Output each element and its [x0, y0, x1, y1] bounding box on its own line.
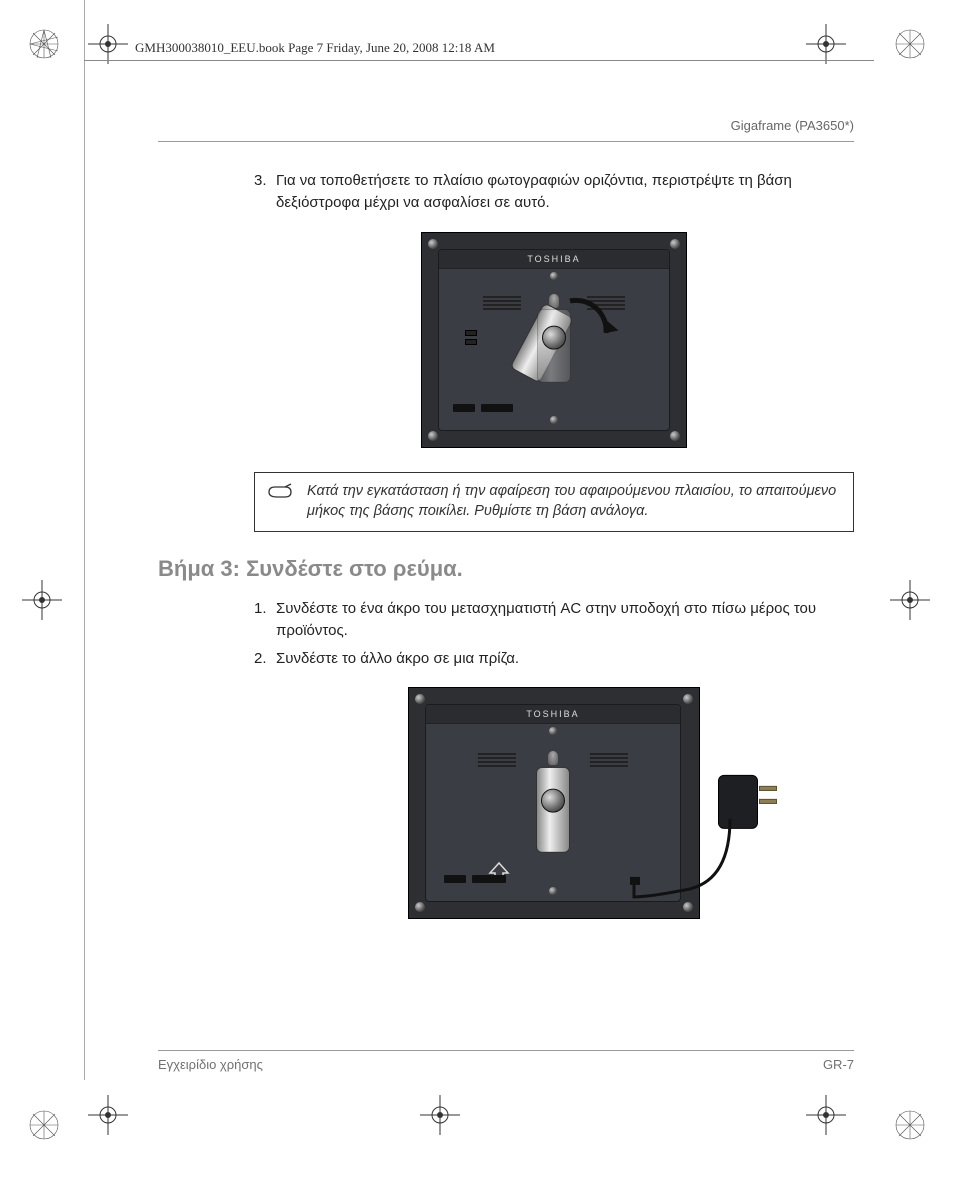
pdf-header-line: GMH300038010_EEU.book Page 7 Friday, Jun…	[135, 40, 495, 56]
note-hand-icon	[267, 483, 293, 501]
vent-icon	[478, 753, 516, 767]
footer-rule	[158, 1050, 854, 1051]
screw-icon	[550, 272, 558, 280]
content-top-rule	[158, 141, 854, 142]
port-icon	[453, 404, 475, 412]
port-area	[444, 869, 584, 889]
screw-icon	[549, 727, 557, 735]
stand-pivot-icon	[541, 789, 565, 813]
list-number: 1.	[254, 598, 276, 642]
figure-rotate-stand: TOSHIBA	[254, 232, 854, 448]
port-area	[453, 398, 593, 418]
list-number: 3.	[254, 170, 276, 214]
brand-label: TOSHIBA	[439, 250, 669, 269]
screw-icon	[428, 431, 438, 441]
note-text: Κατά την εγκατάσταση ή την αφαίρεση του …	[307, 481, 841, 522]
ac-adapter	[718, 775, 758, 829]
page-footer: Εγχειρίδιο χρήσης GR-7	[158, 1050, 854, 1072]
product-name: Gigaframe (PA3650*)	[158, 118, 854, 133]
vent-icon	[483, 296, 521, 310]
header-rule	[84, 60, 874, 61]
registration-radial-tr	[894, 28, 926, 60]
registration-radial-tl	[28, 28, 60, 60]
crop-guide-vline	[84, 0, 85, 1080]
screw-icon	[670, 431, 680, 441]
brand-label: TOSHIBA	[426, 705, 680, 724]
screw-icon	[415, 902, 425, 912]
step3-item2: 2. Συνδέστε το άλλο άκρο σε μια πρίζα.	[254, 648, 854, 670]
note-box: Κατά την εγκατάσταση ή την αφαίρεση του …	[254, 472, 854, 533]
step3-item1: 1. Συνδέστε το ένα άκρο του μετασχηματισ…	[254, 598, 854, 642]
port-icon	[472, 875, 506, 883]
device-outer: TOSHIBA	[408, 687, 700, 919]
prong-icon	[759, 799, 777, 804]
footer-right: GR-7	[823, 1057, 854, 1072]
sensor-icon	[548, 751, 558, 765]
screw-icon	[670, 239, 680, 249]
switch-icon	[465, 330, 477, 350]
list-text: Συνδέστε το ένα άκρο του μετασχηματιστή …	[276, 598, 854, 642]
adapter-body-icon	[718, 775, 758, 829]
body-block: 3. Για να τοποθετήσετε το πλαίσιο φωτογρ…	[254, 170, 854, 919]
registration-cross-br	[806, 1095, 846, 1135]
port-icon	[481, 404, 513, 412]
adapter-prongs-icon	[759, 786, 777, 804]
list-text: Συνδέστε το άλλο άκρο σε μια πρίζα.	[276, 648, 519, 670]
figure-power-connect: TOSHIBA	[254, 687, 854, 919]
port-icon	[444, 875, 466, 883]
screw-icon	[683, 694, 693, 704]
screw-icon	[415, 694, 425, 704]
step3-heading: Βήμα 3: Συνδέστε στο ρεύμα.	[158, 556, 854, 582]
step2-item3: 3. Για να τοποθετήσετε το πλαίσιο φωτογρ…	[254, 170, 854, 214]
page-content: Gigaframe (PA3650*) 3. Για να τοποθετήσε…	[158, 118, 854, 943]
screw-icon	[428, 239, 438, 249]
rotate-arrow-icon	[552, 297, 622, 367]
registration-cross-bc	[420, 1095, 460, 1135]
registration-cross-tl	[88, 24, 128, 64]
vent-icon	[590, 753, 628, 767]
footer-left: Εγχειρίδιο χρήσης	[158, 1057, 263, 1072]
list-number: 2.	[254, 648, 276, 670]
screw-icon	[683, 902, 693, 912]
device-inner: TOSHIBA	[425, 704, 681, 902]
registration-cross-mr	[890, 580, 930, 620]
registration-radial-br	[894, 1109, 926, 1141]
prong-icon	[759, 786, 777, 791]
list-text: Για να τοποθετήσετε το πλαίσιο φωτογραφι…	[276, 170, 854, 214]
device-outer: TOSHIBA	[421, 232, 687, 448]
device-inner: TOSHIBA	[438, 249, 670, 431]
registration-radial-bl	[28, 1109, 60, 1141]
registration-cross-tr	[806, 24, 846, 64]
registration-cross-ml	[22, 580, 62, 620]
registration-cross-bl	[88, 1095, 128, 1135]
